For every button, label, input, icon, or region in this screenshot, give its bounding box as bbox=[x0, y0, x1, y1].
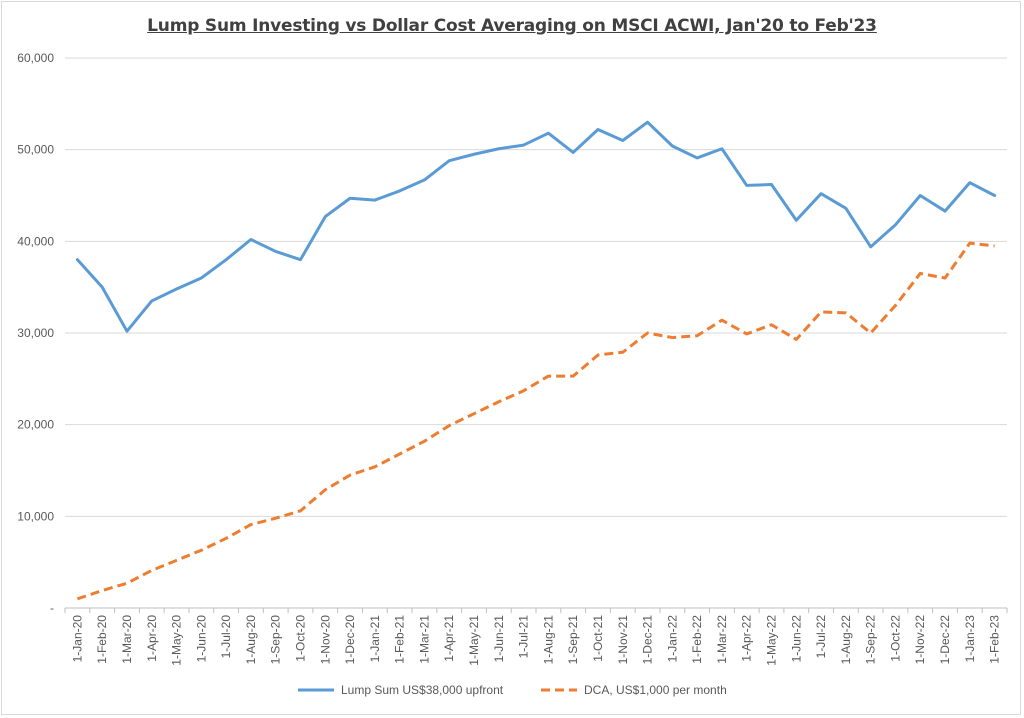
x-tick-label: 1-Jul-20 bbox=[219, 615, 233, 659]
y-tick-label: 30,000 bbox=[17, 326, 54, 340]
series-layer bbox=[75, 120, 997, 601]
x-tick-label: 1-May-22 bbox=[765, 615, 779, 666]
x-tick-label: 1-Oct-21 bbox=[591, 615, 605, 662]
x-tick-label: 1-Oct-20 bbox=[294, 615, 308, 662]
y-tick-label: - bbox=[50, 601, 54, 615]
y-tick-label: 10,000 bbox=[17, 509, 54, 523]
y-tick-label: 40,000 bbox=[17, 234, 54, 248]
x-tick-label: 1-Aug-20 bbox=[244, 615, 258, 665]
x-tick-label: 1-Nov-22 bbox=[913, 615, 927, 665]
x-tick-label: 1-Jan-22 bbox=[665, 615, 679, 663]
legend-label-1: Lump Sum US$38,000 upfront bbox=[341, 683, 504, 697]
x-tick-label: 1-Aug-22 bbox=[839, 615, 853, 665]
x-tick-label: 1-Feb-20 bbox=[95, 615, 109, 664]
y-tick-label: 60,000 bbox=[17, 51, 54, 65]
x-tick-label: 1-Jan-20 bbox=[70, 615, 84, 663]
x-tick-label: 1-Jun-21 bbox=[492, 615, 506, 663]
x-tick-label: 1-May-20 bbox=[170, 615, 184, 666]
x-tick-label: 1-Dec-21 bbox=[641, 615, 655, 665]
x-tick-label: 1-Jun-20 bbox=[194, 615, 208, 663]
x-tick-label: 1-Dec-20 bbox=[343, 615, 357, 665]
x-tick-label: 1-Sep-22 bbox=[864, 615, 878, 665]
x-tick-label: 1-Feb-22 bbox=[690, 615, 704, 664]
series-line-2 bbox=[76, 241, 995, 601]
x-tick-label: 1-Mar-21 bbox=[417, 615, 431, 664]
x-tick-label: 1-Aug-21 bbox=[541, 615, 555, 665]
y-axis-ticks: - 10,000 20,000 30,000 40,000 50,000 60,000 bbox=[17, 51, 54, 615]
x-tick-label: 1-Jul-22 bbox=[814, 615, 828, 659]
x-tick-label: 1-Sep-21 bbox=[566, 615, 580, 665]
x-tick-label: 1-Jan-23 bbox=[963, 615, 977, 663]
x-tick-label: 1-Apr-20 bbox=[145, 615, 159, 662]
x-tick-label: 1-Dec-22 bbox=[938, 615, 952, 665]
x-axis: 1-Jan-20 1-Feb-20 1-Mar-20 1-Apr-20 1-May-20… bbox=[64, 607, 1008, 666]
x-tick-label: 1-Jun-22 bbox=[789, 615, 803, 663]
x-tick-label: 1-Sep-20 bbox=[269, 615, 283, 665]
x-tick-label: 1-Feb-23 bbox=[988, 615, 1002, 664]
x-tick-label: 1-Mar-22 bbox=[715, 615, 729, 664]
gridlines bbox=[65, 57, 1007, 517]
legend: Lump Sum US$38,000 upfront DCA, US$1,000 … bbox=[298, 683, 727, 697]
x-tick-label: 1-Jan-21 bbox=[368, 615, 382, 663]
x-tick-label: 1-Nov-20 bbox=[318, 615, 332, 665]
series-line-1 bbox=[75, 120, 997, 333]
x-tick-label: 1-Nov-21 bbox=[616, 615, 630, 665]
y-tick-label: 20,000 bbox=[17, 418, 54, 432]
x-tick-label: 1-Apr-22 bbox=[740, 615, 754, 662]
x-tick-label: 1-Oct-22 bbox=[888, 615, 902, 662]
x-tick-label: 1-May-21 bbox=[467, 615, 481, 666]
x-tick-label: 1-Jul-21 bbox=[517, 615, 531, 659]
x-tick-label: 1-Feb-21 bbox=[393, 615, 407, 664]
x-tick-label: 1-Apr-21 bbox=[442, 615, 456, 662]
y-tick-label: 50,000 bbox=[17, 143, 54, 157]
chart-title: Lump Sum Investing vs Dollar Cost Averag… bbox=[147, 16, 877, 36]
legend-label-2: DCA, US$1,000 per month bbox=[584, 683, 727, 697]
x-tick-label: 1-Mar-20 bbox=[120, 615, 134, 664]
